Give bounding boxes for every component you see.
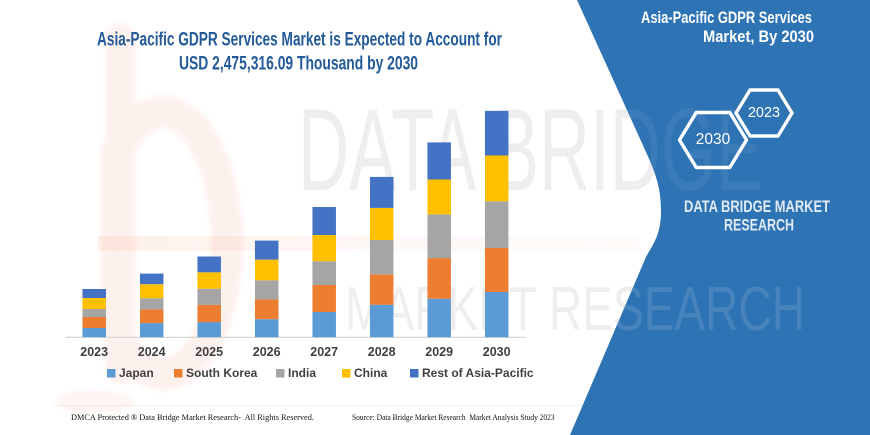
svg-text:Rest of Asia-Pacific: Rest of Asia-Pacific: [422, 366, 534, 380]
svg-text:Asia-Pacific GDPR Services Mar: Asia-Pacific GDPR Services Market is Exp…: [97, 29, 502, 51]
svg-text:2025: 2025: [195, 345, 223, 359]
svg-text:Asia-Pacific GDPR Services: Asia-Pacific GDPR Services: [641, 8, 812, 27]
svg-text:2027: 2027: [310, 345, 338, 359]
svg-text:South Korea: South Korea: [186, 366, 258, 380]
svg-text:Market, By 2030: Market, By 2030: [703, 27, 814, 46]
svg-text:India: India: [288, 366, 316, 380]
svg-text:2030: 2030: [483, 345, 511, 359]
svg-text:USD 2,475,316.09 Thousand by 2: USD 2,475,316.09 Thousand by 2030: [179, 53, 418, 75]
svg-text:2023: 2023: [80, 345, 108, 359]
svg-text:Japan: Japan: [119, 366, 154, 380]
svg-text:China: China: [354, 366, 388, 380]
svg-text:DATA BRIDGE MARKET: DATA BRIDGE MARKET: [684, 198, 830, 216]
svg-text:2026: 2026: [253, 345, 281, 359]
svg-text:RESEARCH: RESEARCH: [724, 217, 794, 235]
svg-text:2030: 2030: [696, 131, 731, 148]
svg-text:2024: 2024: [138, 345, 166, 359]
svg-text:2023: 2023: [748, 105, 780, 121]
svg-text:2029: 2029: [425, 345, 453, 359]
svg-text:2028: 2028: [368, 345, 396, 359]
